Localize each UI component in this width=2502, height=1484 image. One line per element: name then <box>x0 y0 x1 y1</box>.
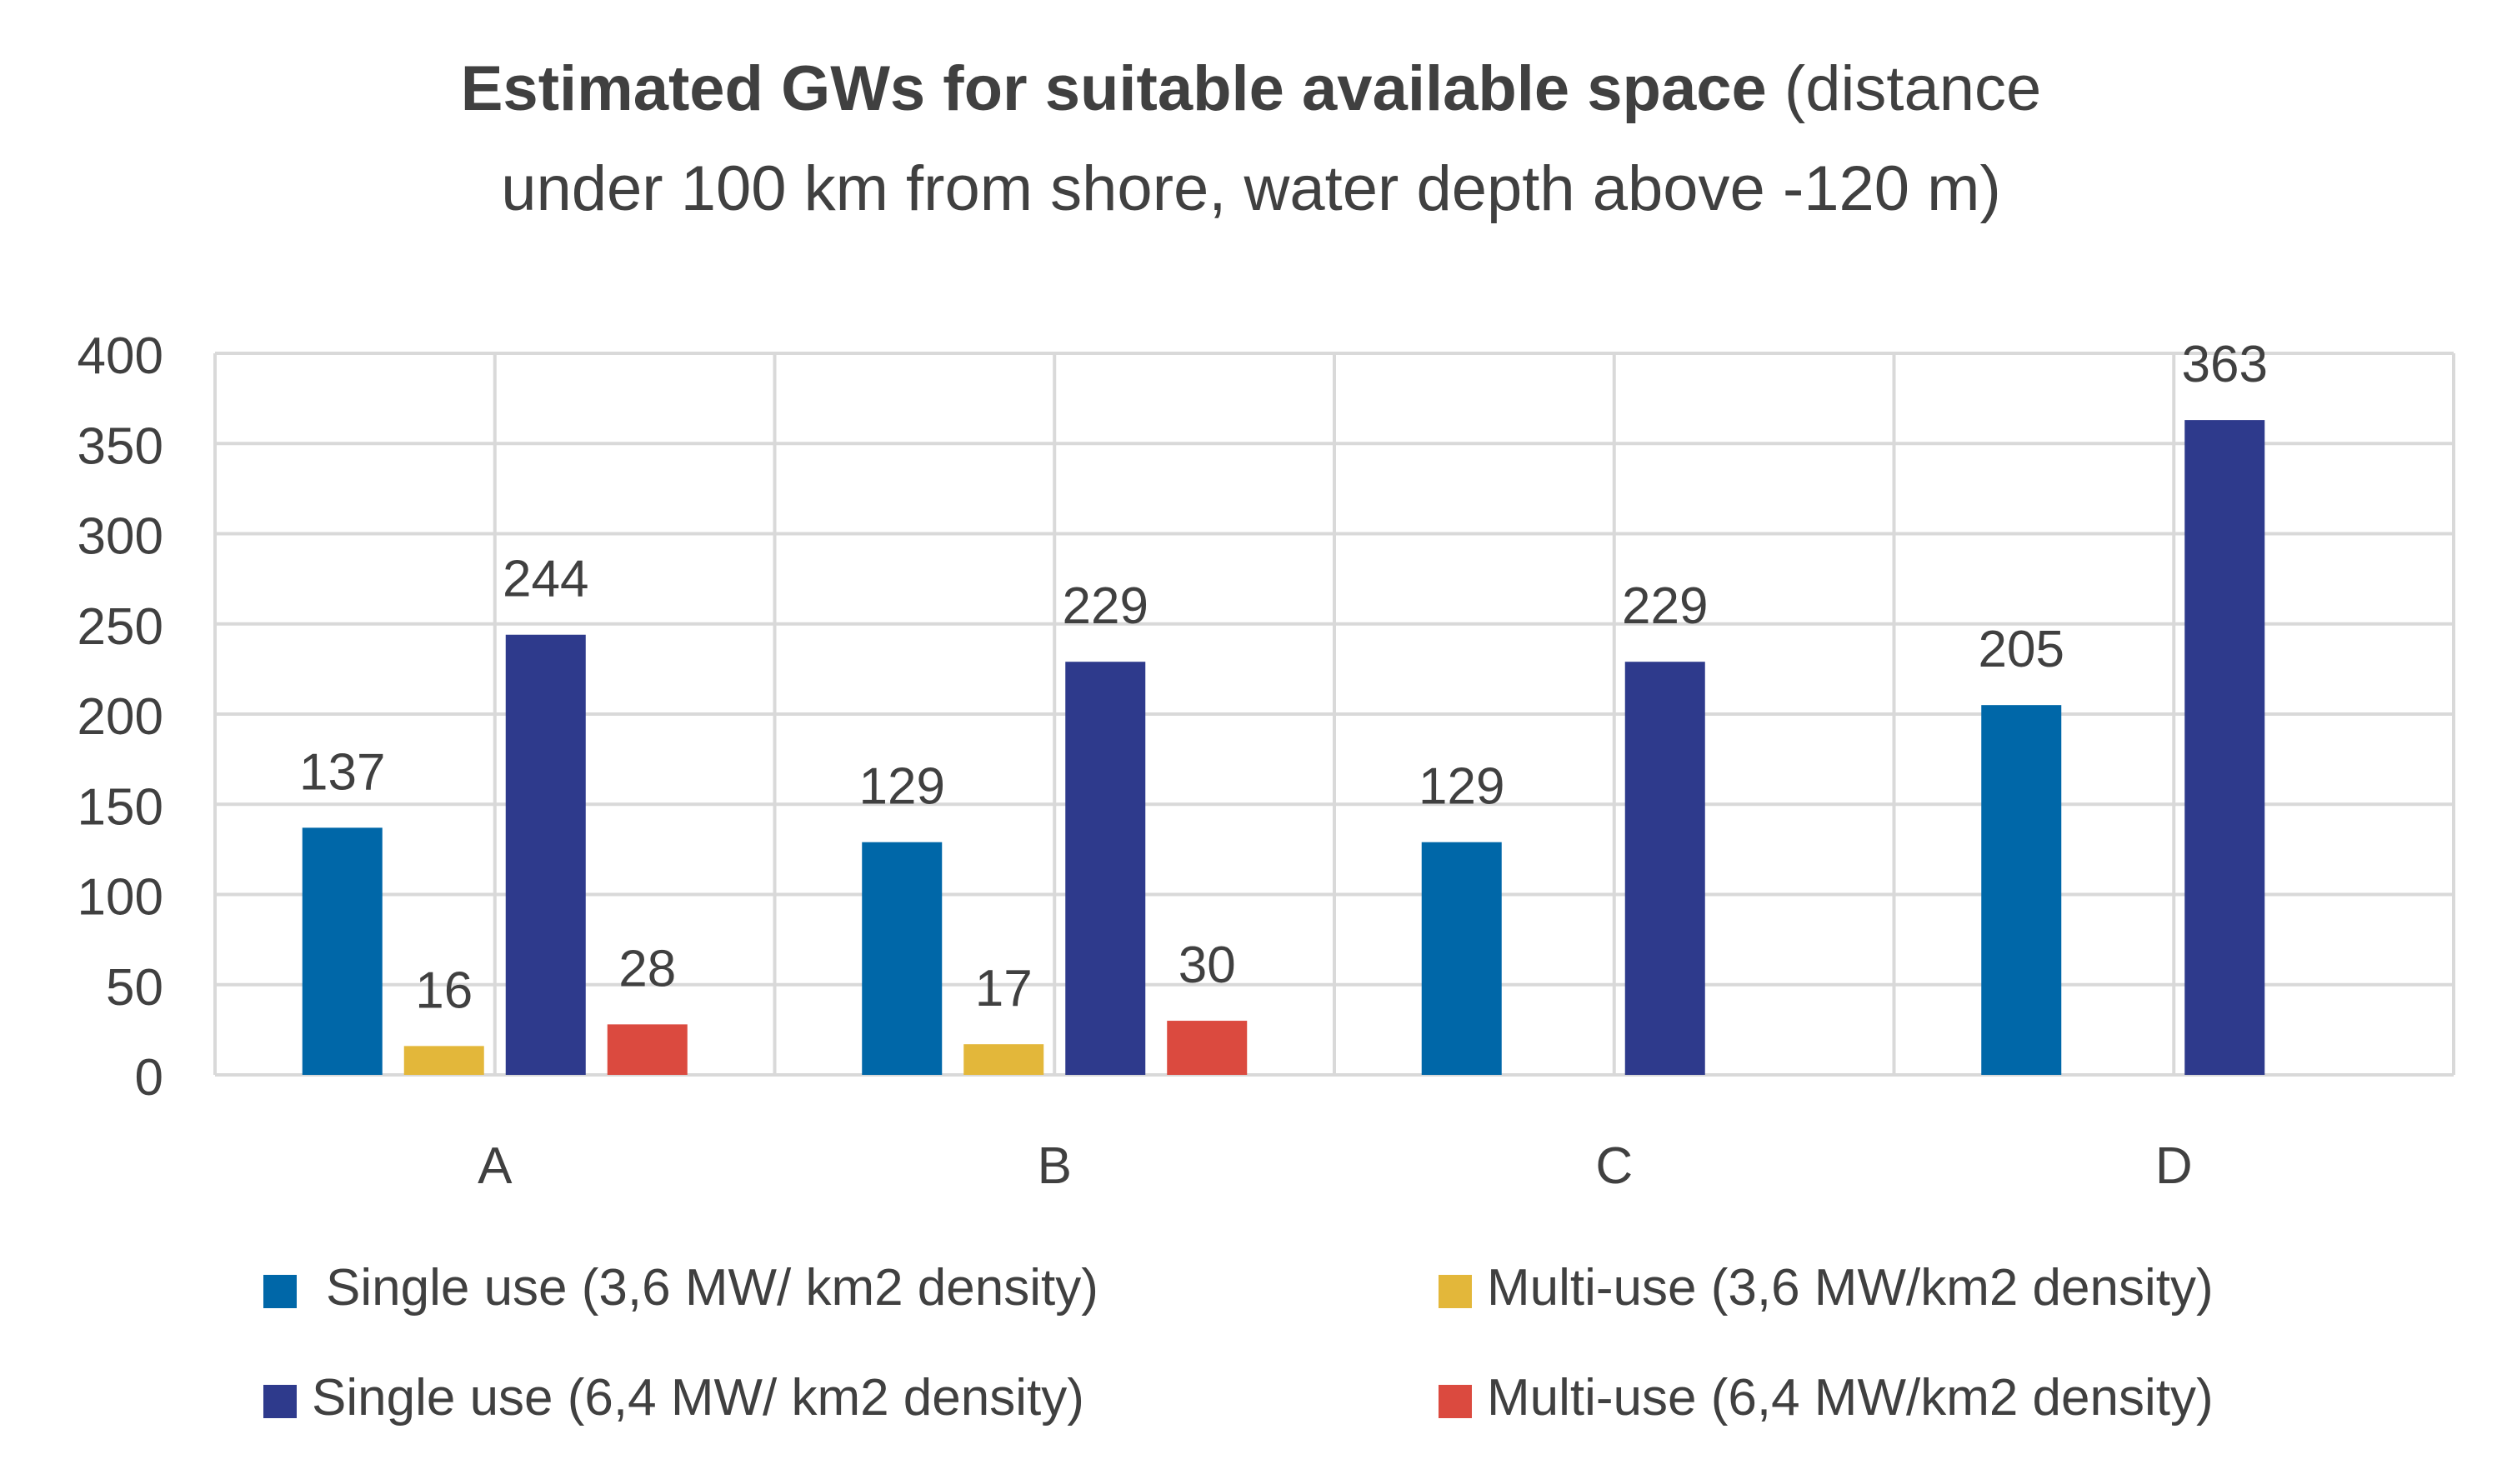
gridlines <box>213 352 2455 1077</box>
chart-title-bold: Estimated GWs for suitable available spa… <box>461 53 1767 124</box>
data-label-B-series-2: 17 <box>975 960 1033 1017</box>
legend-label-series-1: Single use (3,6 MW/ km2 density) <box>326 1259 1098 1317</box>
chart-title-rest: (distance <box>1767 53 2042 124</box>
bar-B-series-1 <box>862 842 943 1075</box>
legend-label-series-2: Multi-use (3,6 MW/km2 density) <box>1487 1259 2214 1317</box>
bar-D-series-1 <box>1981 705 2062 1075</box>
x-axis-ticks: A B C D <box>478 1137 2193 1195</box>
legend-label-series-3: Single use (6,4 MW/ km2 density) <box>312 1369 1084 1427</box>
legend-swatch-series-2 <box>1439 1275 1472 1308</box>
y-tick-label-400: 400 <box>78 327 163 385</box>
legend-swatch-series-4 <box>1439 1385 1472 1418</box>
data-label-B-series-1: 129 <box>859 758 945 816</box>
y-tick-label-200: 200 <box>78 688 163 746</box>
bar-A-series-3 <box>505 634 586 1075</box>
data-label-D-series-1: 205 <box>1979 621 2064 678</box>
data-label-C-series-3: 229 <box>1622 577 1708 635</box>
y-axis-ticks: 0 50 100 150 200 250 300 350 400 <box>78 327 163 1107</box>
bar-B-series-4 <box>1167 1021 1248 1075</box>
data-label-A-series-3: 244 <box>503 551 588 608</box>
y-tick-label-100: 100 <box>78 869 163 927</box>
y-tick-label-350: 350 <box>78 417 163 475</box>
bar-C-series-3 <box>1624 662 1705 1075</box>
bar-B-series-3 <box>1065 662 1146 1075</box>
x-tick-label-D: D <box>2155 1137 2193 1195</box>
legend: Single use (3,6 MW/ km2 density) Multi-us… <box>263 1259 2214 1427</box>
x-tick-label-A: A <box>478 1137 513 1195</box>
bar-D-series-3 <box>2184 420 2265 1076</box>
data-label-C-series-1: 129 <box>1419 758 1504 816</box>
data-label-B-series-4: 30 <box>1178 937 1236 994</box>
data-labels: 137 16 244 28 129 17 229 30 129 229 205 363 <box>299 336 2268 1019</box>
legend-label-series-4: Multi-use (6,4 MW/km2 density) <box>1487 1369 2214 1427</box>
chart-title-line-2: under 100 km from shore, water depth abo… <box>501 153 2001 224</box>
y-tick-label-250: 250 <box>78 598 163 656</box>
data-label-D-series-3: 363 <box>2182 336 2268 393</box>
data-label-B-series-3: 229 <box>1063 577 1148 635</box>
x-tick-label-C: C <box>1595 1137 1633 1195</box>
bar-C-series-1 <box>1421 842 1502 1075</box>
bar-B-series-2 <box>963 1044 1044 1075</box>
data-label-A-series-1: 137 <box>299 743 385 801</box>
y-tick-label-0: 0 <box>135 1049 163 1107</box>
bar-A-series-1 <box>302 827 383 1075</box>
bars <box>302 420 2265 1076</box>
bar-A-series-2 <box>403 1046 484 1075</box>
legend-swatch-series-1 <box>263 1275 297 1308</box>
bar-A-series-4 <box>607 1024 688 1075</box>
x-tick-label-B: B <box>1038 1137 1072 1195</box>
chart-title-line-1: Estimated GWs for suitable available spa… <box>461 53 2042 124</box>
y-tick-label-50: 50 <box>106 959 163 1017</box>
data-label-A-series-4: 28 <box>618 940 676 997</box>
y-tick-label-150: 150 <box>78 778 163 836</box>
data-label-A-series-2: 16 <box>415 962 473 1019</box>
legend-swatch-series-3 <box>263 1385 297 1418</box>
y-tick-label-300: 300 <box>78 508 163 566</box>
